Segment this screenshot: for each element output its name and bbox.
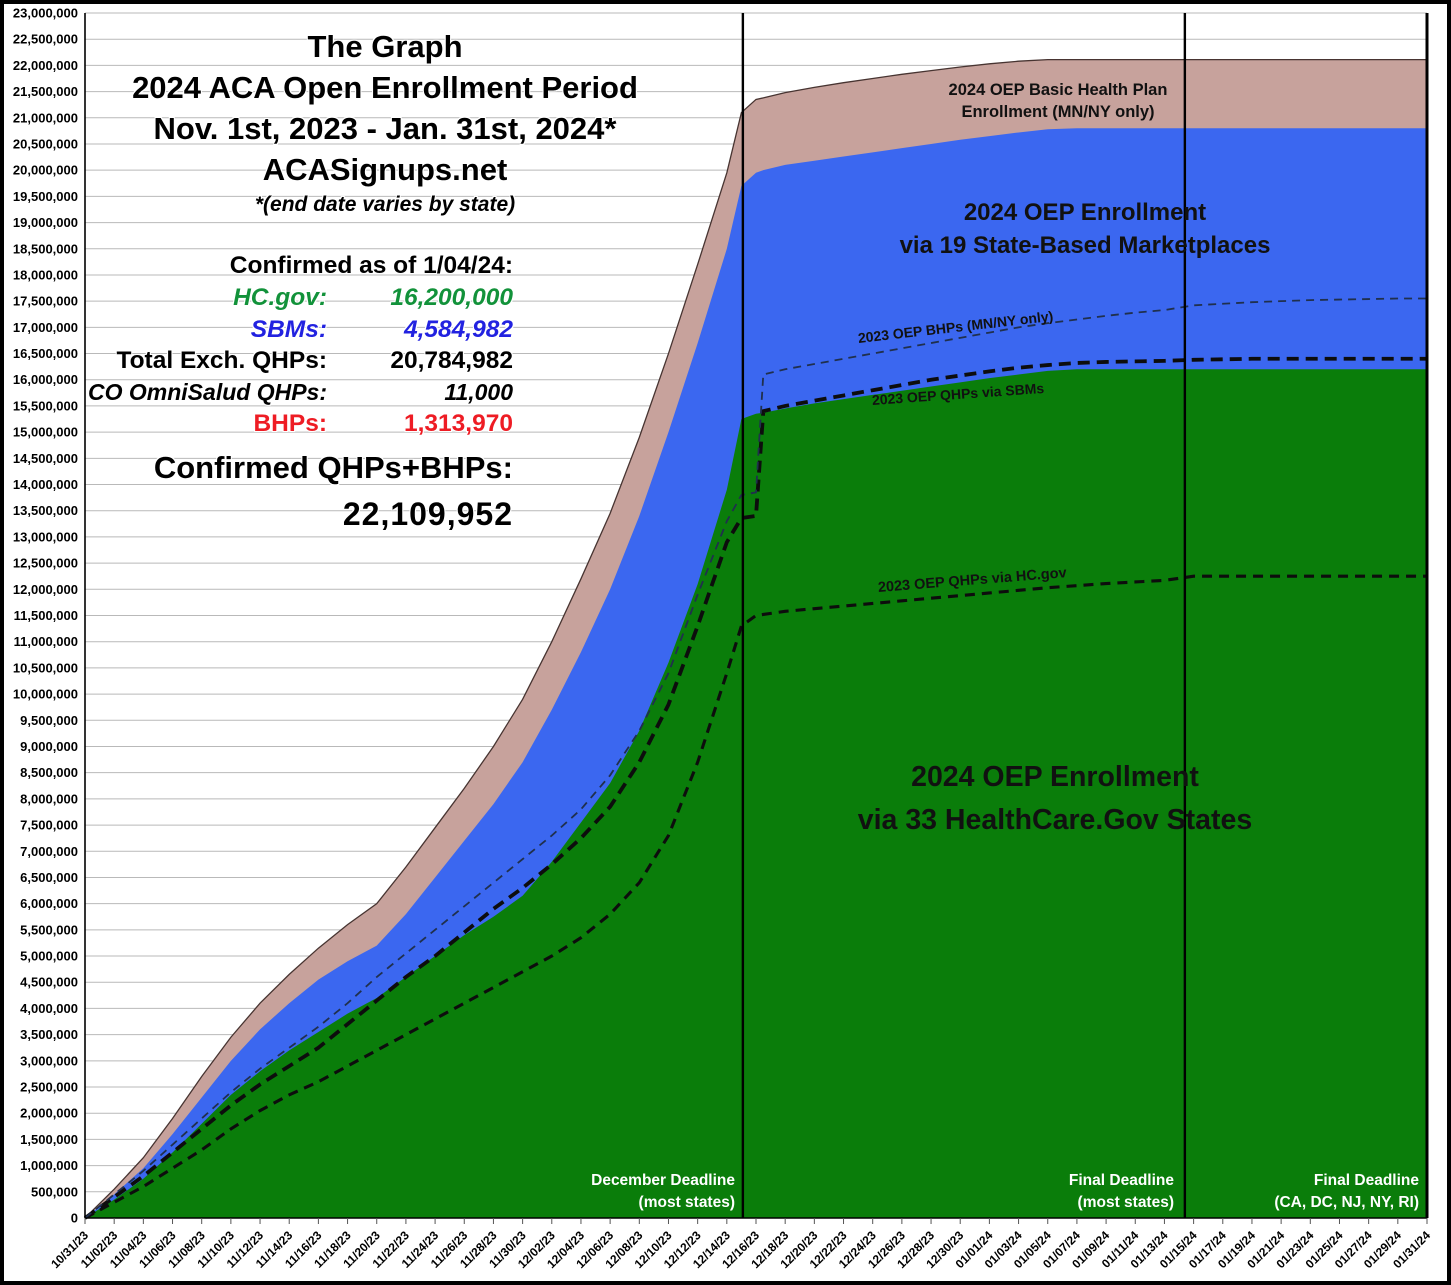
y-tick-label: 5,000,000 [20, 949, 78, 964]
final-deadline-most-states-label: Final Deadline (most states) [1068, 1172, 1174, 1211]
y-tick-label: 4,500,000 [20, 975, 78, 990]
y-tick-label: 1,500,000 [20, 1132, 78, 1147]
stat-omnisalud: CO OmniSalud QHPs: 11,000 [88, 378, 513, 405]
dashed-line [84, 297, 1427, 1219]
y-tick-label: 14,000,000 [13, 477, 78, 492]
comparison-dashed-lines [83, 297, 1427, 1220]
y-tick-label: 15,500,000 [13, 398, 78, 413]
stat-sbms: SBMs: 4,584,982 [250, 315, 513, 343]
december-deadline-label: December Deadline (most states) [591, 1172, 735, 1211]
y-tick-label: 2,000,000 [20, 1106, 78, 1121]
y-tick-label: 18,000,000 [13, 267, 78, 282]
y-tick-label: 13,000,000 [13, 529, 78, 544]
y-tick-label: 7,500,000 [20, 818, 78, 833]
y-tick-label: 11,500,000 [14, 608, 78, 623]
y-tick-label: 10,500,000 [13, 660, 78, 675]
y-tick-label: 18,500,000 [13, 241, 78, 256]
y-tick-label: 6,000,000 [20, 896, 78, 911]
stat-total-exchange-qhps: Total Exch. QHPs: 20,784,982 [116, 347, 513, 374]
y-tick-label: 13,500,000 [13, 503, 78, 518]
x-axis-labels: 10/31/2311/02/2311/04/2311/06/2311/08/23… [48, 1218, 1433, 1271]
stacked-areas [84, 58, 1427, 1219]
stat-grand-total-label: Confirmed QHPs+BHPs: [153, 449, 513, 485]
y-axis-labels: 0 500,000 1,000,000 1,500,000 2,000,000 2,500… [13, 6, 78, 1226]
y-tick-label: 15,000,000 [13, 425, 78, 440]
end-date-footnote: *(end date varies by state) [254, 193, 516, 216]
stats-heading: Confirmed as of 1/04/24: [229, 252, 513, 279]
y-tick-label: 12,500,000 [13, 556, 78, 571]
y-tick-label: 11,000,000 [14, 634, 78, 649]
y-tick-label: 3,000,000 [20, 1053, 78, 1068]
y-tick-label: 22,000,000 [13, 58, 78, 73]
y-tick-label: 16,000,000 [13, 372, 78, 387]
y-tick-label: 9,500,000 [20, 713, 78, 728]
final-deadline-late-states-label: Final Deadline (CA, DC, NJ, NY, RI) [1274, 1172, 1419, 1211]
stat-grand-total-value: 22,109,952 [342, 495, 513, 532]
y-tick-label: 1,000,000 [20, 1158, 78, 1173]
dashed-line [83, 356, 1427, 1220]
y-tick-label: 3,500,000 [20, 1027, 78, 1042]
area-series [85, 369, 1427, 1218]
y-tick-label: 2,500,000 [20, 1080, 78, 1095]
graph-title: The Graph [307, 29, 463, 64]
y-tick-label: 5,500,000 [20, 922, 78, 937]
deadline-lines [741, 13, 1429, 1218]
y-tick-label: 16,500,000 [13, 346, 78, 361]
y-tick-label: 22,500,000 [13, 32, 78, 47]
y-tick-label: 21,500,000 [13, 84, 78, 99]
stat-bhps: BHPs: 1,313,970 [253, 410, 513, 437]
y-tick-label: 8,000,000 [20, 791, 78, 806]
y-tick-label: 17,000,000 [13, 320, 78, 335]
title-block: The Graph 2024 ACA Open Enrollment Perio… [80, 26, 690, 220]
y-tick-label: 20,000,000 [13, 163, 78, 178]
stat-hcgov: HC.gov: 16,200,000 [233, 284, 513, 311]
hcgov-area-label: 2024 OEP Enrollment via 33 HealthCare.Go… [857, 761, 1253, 836]
site-name: ACASignups.net [262, 152, 508, 187]
graph-subtitle-period: 2024 ACA Open Enrollment Period [132, 70, 638, 105]
dashed-line [84, 574, 1427, 1220]
y-tick-label: 4,000,000 [20, 1001, 78, 1016]
y-tick-label: 0 [71, 1211, 78, 1226]
y-tick-label: 6,500,000 [20, 870, 78, 885]
y-tick-label: 8,500,000 [20, 765, 78, 780]
y-tick-label: 20,500,000 [13, 136, 78, 151]
y-tick-label: 12,000,000 [13, 582, 78, 597]
y-tick-label: 17,500,000 [13, 294, 78, 309]
y-tick-label: 7,000,000 [20, 844, 78, 859]
bhp-area-label: 2024 OEP Basic Health Plan Enrollment (M… [948, 81, 1168, 121]
y-tick-label: 19,500,000 [13, 189, 78, 204]
graph-subtitle-dates: Nov. 1st, 2023 - Jan. 31st, 2024* [153, 111, 617, 146]
y-tick-label: 9,000,000 [20, 739, 78, 754]
y-tick-label: 10,000,000 [13, 687, 78, 702]
confirmed-stats-block: Confirmed as of 1/04/24: HC.gov: 16,200,… [85, 250, 513, 538]
sbm-area-label: 2024 OEP Enrollment via 19 State-Based M… [899, 199, 1271, 259]
y-tick-label: 500,000 [31, 1184, 78, 1199]
y-tick-label: 23,000,000 [13, 6, 78, 21]
y-tick-label: 21,000,000 [13, 110, 78, 125]
y-tick-label: 19,000,000 [13, 215, 78, 230]
y-tick-label: 14,500,000 [13, 451, 78, 466]
